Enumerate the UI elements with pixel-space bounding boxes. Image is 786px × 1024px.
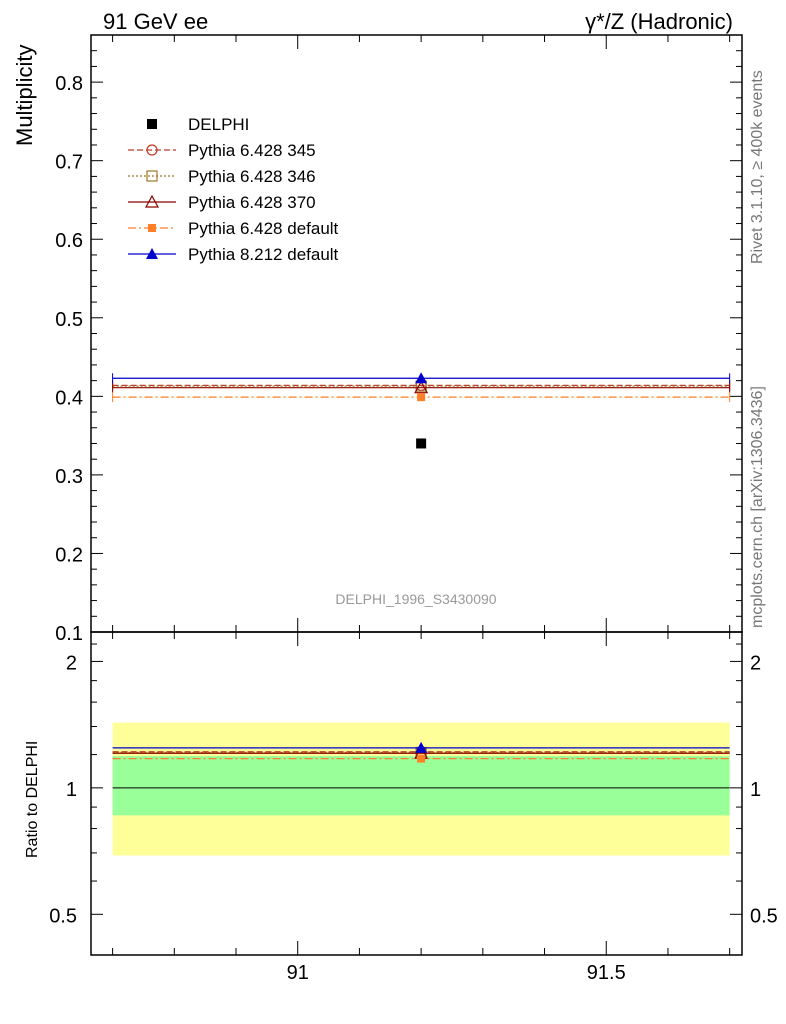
main-panel: 0.1 0.2 0.3 0.4 0.5 0.6 0.7 0.8 DELPHI Pythia 6.4… (55, 34, 743, 645)
main-ytick-label: 0.4 (55, 387, 83, 409)
ratio-ytick-label: 1 (66, 779, 77, 801)
analysis-watermark: DELPHI_1996_S3430090 (335, 591, 496, 607)
main-ytick-label: 0.1 (55, 623, 83, 645)
side-label-bottom: mcplots.cern.ch [arXiv:1306.3436] (749, 386, 766, 628)
ratio-ylabel: Ratio to DELPHI (24, 741, 41, 858)
ratio-ytick-label-right: 0.5 (750, 905, 778, 927)
legend-marker (146, 170, 158, 182)
delphi-data-point (416, 438, 427, 449)
ratio-series-marker (417, 754, 426, 763)
legend-marker (148, 224, 156, 232)
legend-marker (144, 194, 160, 208)
main-ytick-label: 0.2 (55, 544, 83, 566)
series-marker (415, 372, 428, 384)
ratio-ytick-label: 2 (66, 652, 77, 674)
xtick-label: 91 (287, 962, 309, 984)
main-ytick-label: 0.3 (55, 466, 83, 488)
legend-label: DELPHI (188, 115, 249, 134)
legend-label: Pythia 6.428 370 (188, 193, 316, 212)
ratio-panel: 0.5 0.5 1 1 2 2 91 91.5 (49, 631, 778, 984)
ratio-ytick-label-right: 2 (750, 652, 761, 674)
ratio-series-marker (415, 741, 428, 753)
main-ytick-label: 0.5 (55, 309, 83, 331)
legend-label: Pythia 6.428 default (188, 219, 339, 238)
header-right: γ*/Z (Hadronic) (585, 9, 733, 34)
legend-label: Pythia 6.428 346 (188, 167, 316, 186)
legend-label: Pythia 8.212 default (188, 245, 339, 264)
legend-marker (147, 119, 157, 129)
ratio-frame (90, 631, 743, 956)
legend-marker (146, 248, 158, 259)
uncertainty-band-inner (112, 756, 730, 816)
legend-marker (146, 144, 158, 156)
side-label-top: Rivet 3.1.10, ≥ 400k events (749, 70, 766, 264)
ratio-ytick-label: 0.5 (49, 905, 77, 927)
series-marker (417, 393, 426, 402)
main-ytick-label: 0.8 (55, 73, 83, 95)
main-ytick-label: 0.6 (55, 230, 83, 252)
legend-label: Pythia 6.428 345 (188, 141, 316, 160)
main-ylabel: Multiplicity (12, 45, 37, 146)
header-left: 91 GeV ee (103, 9, 208, 34)
xtick-label: 91.5 (587, 962, 626, 984)
series-marker (414, 380, 429, 394)
main-ytick-label: 0.7 (55, 152, 83, 174)
ratio-ytick-label-right: 1 (750, 779, 761, 801)
